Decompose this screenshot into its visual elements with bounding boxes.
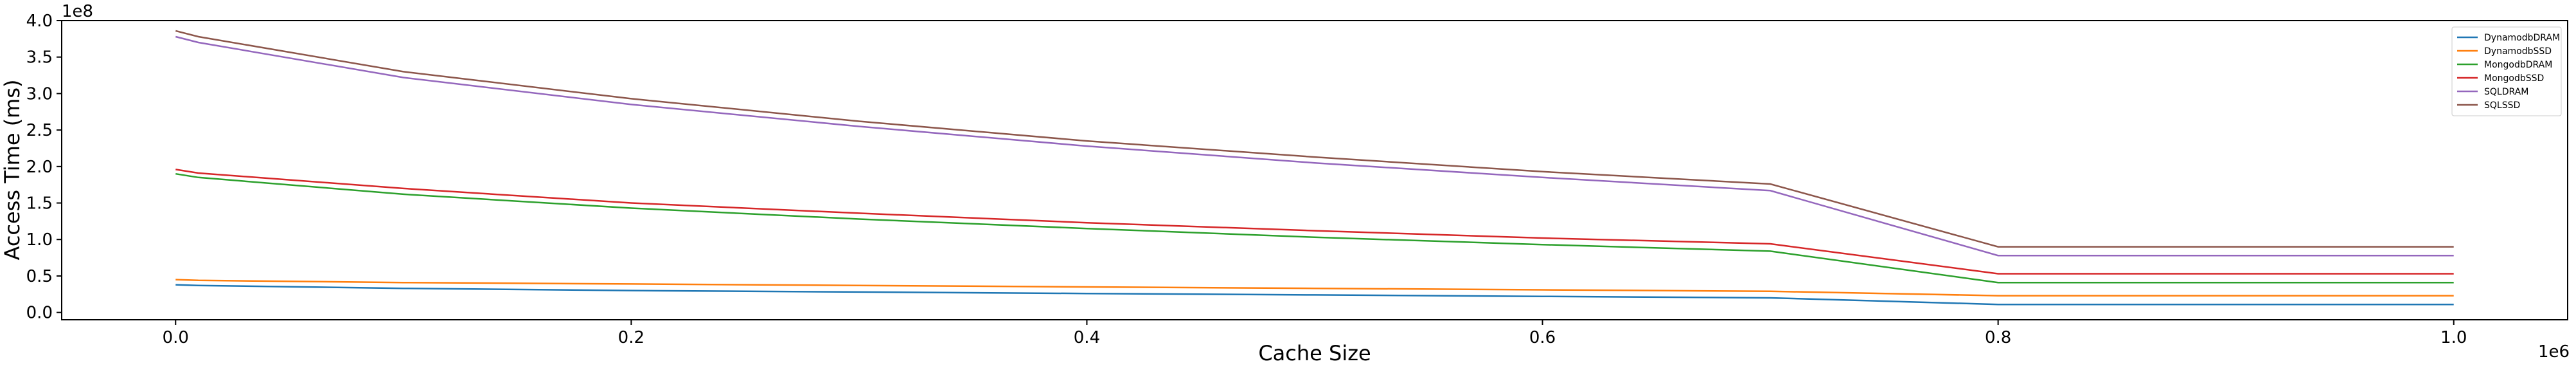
plot-area-frame <box>61 20 2568 320</box>
series-line-dynamodbdram <box>175 284 2454 306</box>
x-tick-label: 0.2 <box>618 328 644 347</box>
legend-label: DynamodbSSD <box>2484 46 2552 57</box>
series-line-sqldram <box>175 35 2454 257</box>
legend-label: MongodbDRAM <box>2484 60 2552 70</box>
x-axis-label: Cache Size <box>1258 341 1371 365</box>
legend-label: SQLDRAM <box>2484 87 2528 97</box>
legend-label: MongodbSSD <box>2484 73 2544 84</box>
y-tick-label: 0.5 <box>26 267 53 286</box>
y-tick-label: 4.0 <box>26 12 53 31</box>
x-axis-offset-label: 1e6 <box>2538 342 2570 362</box>
x-axis-ticks: 0.0 0.2 0.4 0.6 0.8 1.0 <box>163 320 2467 347</box>
series-line-mongodbssd <box>175 169 2454 275</box>
y-tick-label: 2.0 <box>26 158 53 177</box>
x-tick-label: 0.8 <box>1985 328 2011 347</box>
series-line-sqlssd <box>175 30 2454 248</box>
y-axis-offset-label: 1e8 <box>62 2 93 21</box>
y-tick-label: 0.0 <box>26 304 53 323</box>
series-line-dynamodbssd <box>175 279 2454 297</box>
x-tick-label: 0.0 <box>163 328 189 347</box>
legend: DynamodbDRAM DynamodbSSD MongodbDRAM Mongod… <box>2451 26 2562 116</box>
y-axis-label: Access Time (ms) <box>0 79 24 260</box>
y-tick-label: 2.5 <box>26 121 53 140</box>
x-tick-label: 0.4 <box>1074 328 1100 347</box>
y-tick-label: 3.0 <box>26 84 53 104</box>
y-tick-label: 3.5 <box>26 48 53 68</box>
y-axis-ticks: 0.0 0.5 1.0 1.5 2.0 2.5 3.0 3.5 4.0 <box>26 12 62 323</box>
legend-box <box>2451 26 2562 116</box>
y-tick-label: 1.5 <box>26 194 53 214</box>
series-lines <box>175 30 2454 306</box>
series-line-mongodbdram <box>175 172 2454 284</box>
legend-label: DynamodbDRAM <box>2484 33 2560 43</box>
x-tick-label: 0.6 <box>1529 328 1556 347</box>
y-tick-label: 1.0 <box>26 230 53 250</box>
x-tick-label: 1.0 <box>2440 328 2467 347</box>
legend-label: SQLSSD <box>2484 100 2520 111</box>
